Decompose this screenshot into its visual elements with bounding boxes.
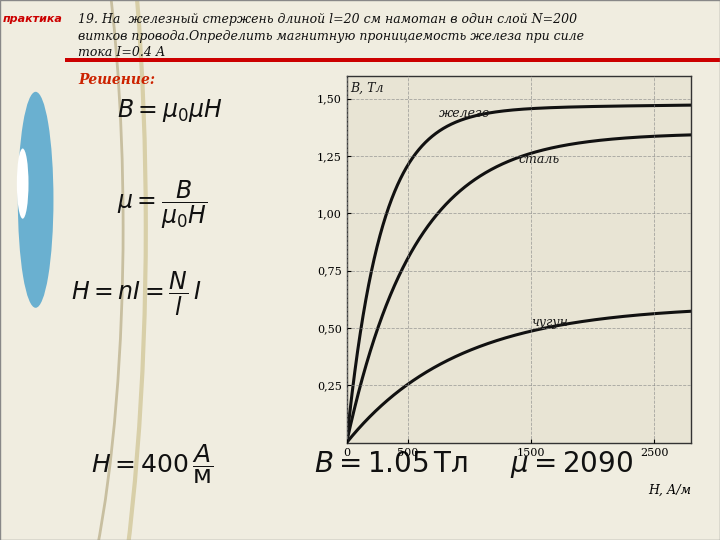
Text: чугун: чугун — [531, 316, 568, 329]
Ellipse shape — [18, 92, 53, 308]
Text: $\mu = \dfrac{B}{\mu_0 H}$: $\mu = \dfrac{B}{\mu_0 H}$ — [117, 178, 207, 231]
Text: 19. На  железный стержень длиной l=20 см намотан в один слой N=200: 19. На железный стержень длиной l=20 см … — [78, 14, 577, 26]
Text: В, Тл: В, Тл — [350, 82, 384, 94]
Text: практика: практика — [2, 14, 63, 24]
Text: $H = nI = \dfrac{N}{l}\,I$: $H = nI = \dfrac{N}{l}\,I$ — [71, 270, 202, 319]
Text: сталь: сталь — [519, 153, 560, 166]
Ellipse shape — [17, 148, 29, 219]
Text: Н, А/м: Н, А/м — [648, 484, 691, 497]
Text: $B = \mu_0\mu H$: $B = \mu_0\mu H$ — [117, 97, 222, 124]
Text: тока I=0.4 А: тока I=0.4 А — [78, 46, 166, 59]
Bar — [65, 58, 720, 62]
Text: $\mu = 2090$: $\mu = 2090$ — [510, 449, 634, 480]
Text: железо: железо — [439, 107, 490, 120]
Text: Решение:: Решение: — [78, 73, 155, 87]
Text: витков провода.Определить магнитную проницаемость железа при силе: витков провода.Определить магнитную прон… — [78, 30, 584, 43]
Text: $B = 1.05\,\text{Тл}$: $B = 1.05\,\text{Тл}$ — [314, 451, 467, 478]
Text: $H = 400\,\dfrac{A}{\text{м}}$: $H = 400\,\dfrac{A}{\text{м}}$ — [91, 442, 213, 487]
